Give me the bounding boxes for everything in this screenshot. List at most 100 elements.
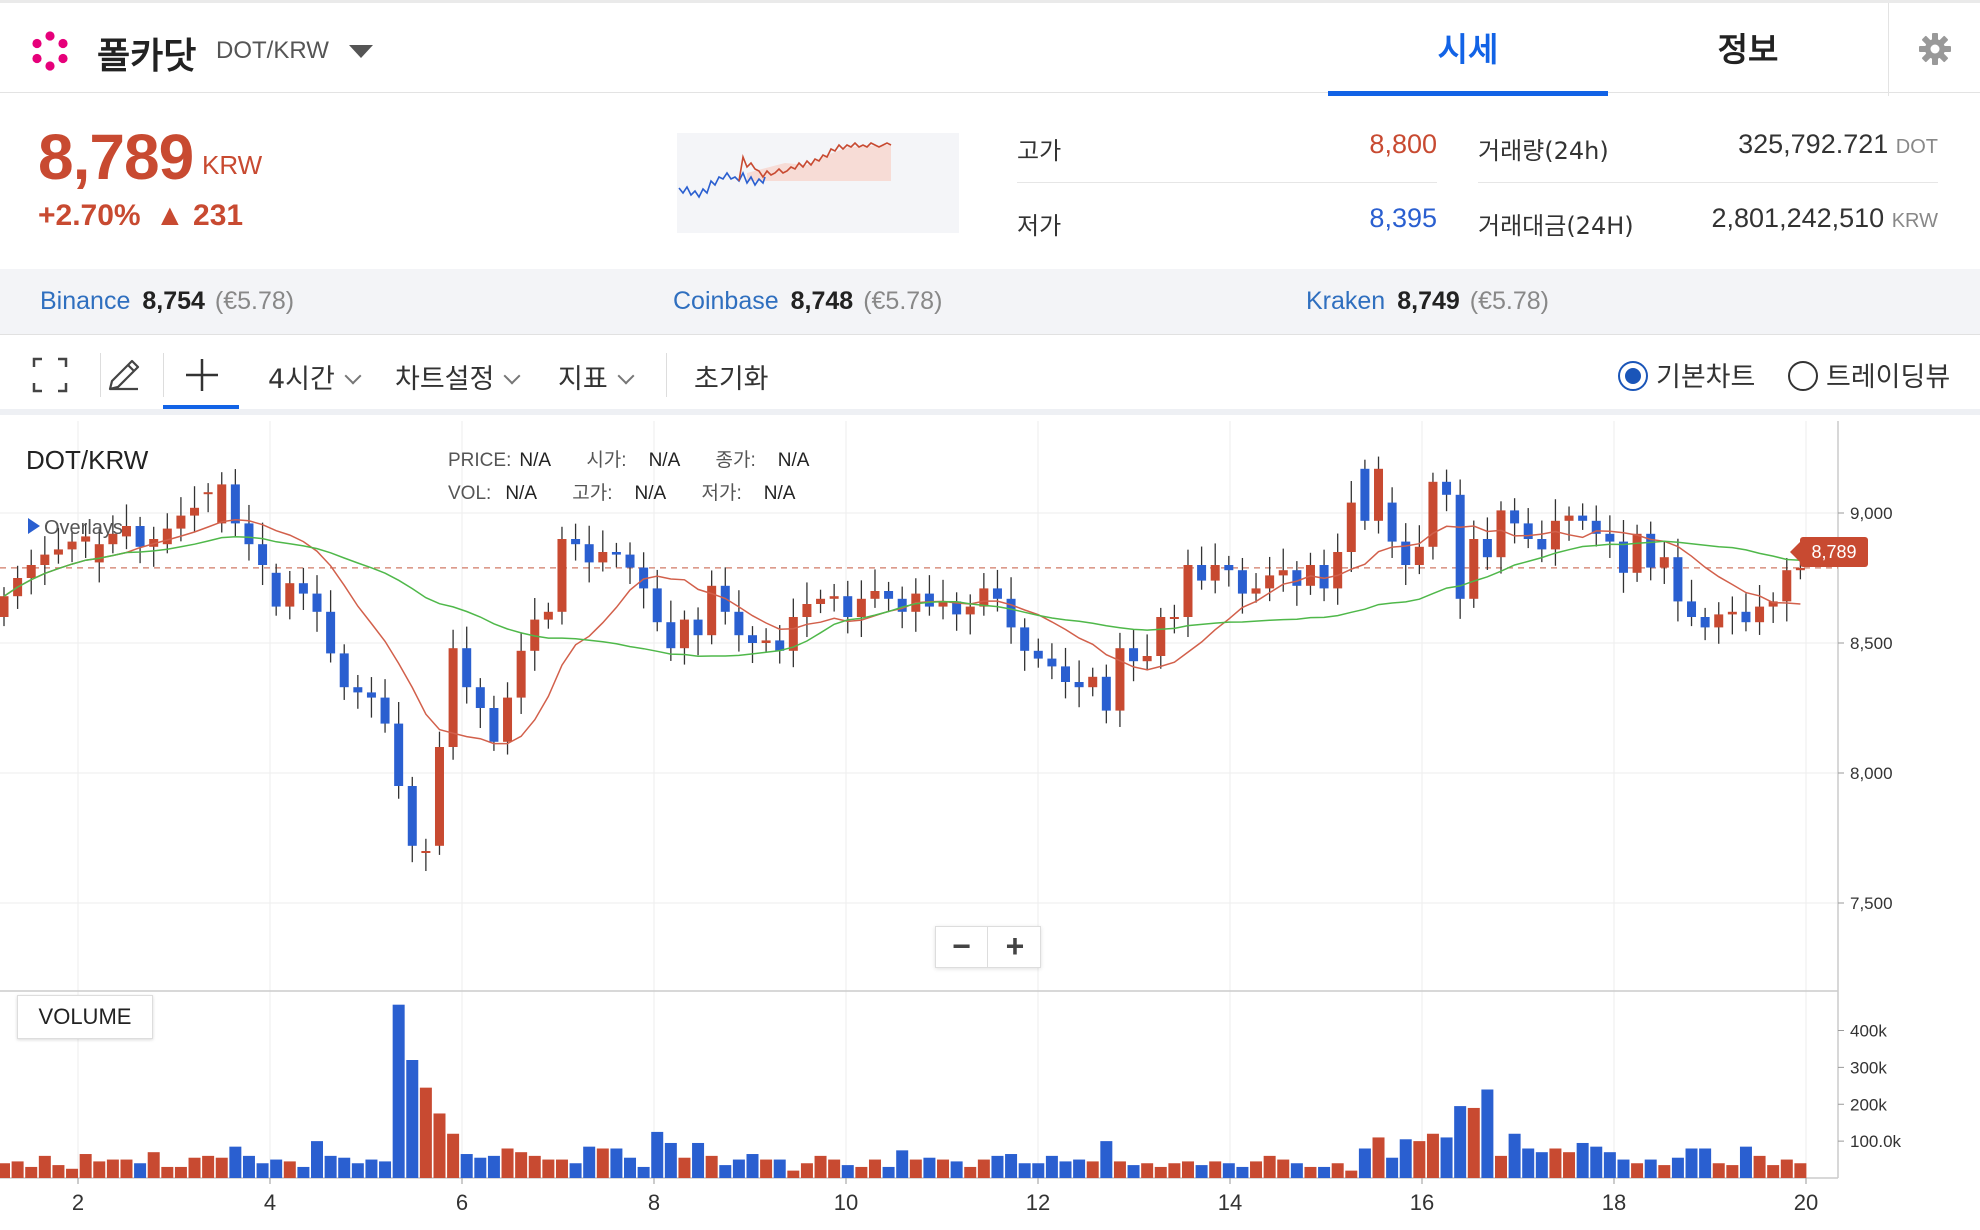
candle-body: [1129, 648, 1139, 662]
candle-body: [448, 648, 458, 747]
volume-bar: [447, 1133, 460, 1178]
volume-bar: [1699, 1148, 1712, 1178]
candle-body: [1115, 648, 1125, 711]
candle-body: [924, 593, 934, 607]
volume-bar: [1290, 1163, 1303, 1178]
candle-body: [775, 640, 785, 651]
tab-info[interactable]: 정보: [1717, 30, 1779, 69]
candle-body: [1455, 494, 1465, 599]
volume-bar: [896, 1150, 909, 1178]
candlestick-chart-svg[interactable]: 9,000 8,500 8,000 7,500 400k 300k 200k 100.0k 2 4…: [0, 421, 1980, 1230]
radio-tradingview[interactable]: 트레이딩뷰: [1788, 355, 1950, 394]
candle-body: [1496, 510, 1506, 558]
exchange-coinbase[interactable]: Coinbase 8,748 (€5.78): [673, 287, 942, 316]
candle-body: [802, 604, 812, 617]
candle-body: [217, 484, 227, 524]
amount-label: 거래대금(24H): [1478, 212, 1634, 240]
volume-bar: [134, 1163, 147, 1178]
vol-tick-label: 100.0k: [1850, 1132, 1902, 1151]
candle-body: [1537, 539, 1547, 550]
legend-open-value: N/A: [648, 450, 681, 471]
x-tick-label: 12: [1026, 1190, 1050, 1215]
exchange-binance[interactable]: Binance 8,754 (€5.78): [40, 287, 294, 316]
interval-dropdown[interactable]: 4시간: [268, 357, 362, 396]
candle-body: [1210, 565, 1220, 581]
volume-bar: [1318, 1166, 1331, 1178]
candle-body: [1632, 533, 1642, 573]
candle-body: [1292, 570, 1302, 586]
reset-button[interactable]: 초기화: [694, 364, 769, 395]
volume-bar: [800, 1163, 813, 1178]
volume-bar: [1685, 1148, 1698, 1178]
exchange-kraken[interactable]: Kraken 8,749 (€5.78): [1306, 287, 1549, 316]
chart-settings-dropdown[interactable]: 차트설정: [395, 357, 521, 396]
volume-bar: [596, 1148, 609, 1178]
radio-basic-chart[interactable]: 기본차트: [1618, 355, 1755, 394]
indicators-label: 지표: [558, 364, 608, 395]
volume-bar: [569, 1163, 582, 1178]
candle-body: [870, 591, 880, 599]
zoom-controls: − +: [935, 926, 1041, 968]
volume-bar: [419, 1087, 432, 1178]
gear-icon: [1919, 33, 1951, 65]
candle-body: [843, 596, 853, 617]
indicators-dropdown[interactable]: 지표: [558, 357, 635, 396]
volume-bar: [1603, 1152, 1616, 1178]
volume-bar: [515, 1152, 528, 1178]
candle-body: [1319, 565, 1329, 589]
volume-bar: [1399, 1139, 1412, 1178]
candle-body: [1591, 520, 1601, 534]
divider: [163, 353, 164, 397]
zoom-out-button[interactable]: −: [936, 927, 988, 967]
change-percent: +2.70%: [38, 199, 141, 232]
chevron-down-icon[interactable]: [346, 41, 376, 61]
volume-bar: [1045, 1155, 1058, 1178]
volume-bar: [1535, 1152, 1548, 1178]
candle-body: [1795, 567, 1805, 571]
candle-body: [0, 596, 9, 617]
crosshair-icon[interactable]: [182, 355, 222, 395]
zoom-in-button[interactable]: +: [1005, 928, 1025, 964]
overlays-toggle[interactable]: Overlays: [28, 517, 123, 540]
candle-body: [190, 507, 200, 516]
tab-price[interactable]: 시세: [1328, 3, 1608, 96]
volume-bar: [1494, 1155, 1507, 1178]
candle-body: [1700, 617, 1710, 628]
volume-bar: [1372, 1137, 1385, 1178]
settings-button[interactable]: [1888, 3, 1980, 96]
divider: [1478, 182, 1938, 183]
candle-body: [1156, 617, 1166, 656]
pencil-icon[interactable]: [104, 355, 144, 395]
volume-bar: [1590, 1146, 1603, 1178]
fullscreen-icon[interactable]: [30, 355, 70, 395]
volume-bar: [1508, 1133, 1521, 1178]
candle-body: [1782, 570, 1792, 602]
candle-body: [1469, 539, 1479, 599]
volume-bar: [746, 1154, 759, 1178]
candle-body: [1374, 468, 1384, 521]
candle-body: [938, 601, 948, 607]
candle-body: [530, 619, 540, 651]
coin-pair: DOT/KRW: [216, 37, 329, 64]
volume-bar: [732, 1159, 745, 1178]
candle-body: [1346, 502, 1356, 552]
volume-bar: [106, 1159, 119, 1178]
exchange-prices: Binance 8,754 (€5.78) Coinbase 8,748 (€5.78)…: [0, 269, 1980, 335]
high-value: 8,800: [1369, 129, 1437, 159]
candle-body: [1687, 601, 1697, 617]
volume-bar: [1563, 1152, 1576, 1178]
volume-bar: [1753, 1155, 1766, 1178]
candle-body: [679, 619, 689, 649]
volume-bar: [202, 1155, 215, 1178]
price-chart[interactable]: 9,000 8,500 8,000 7,500 400k 300k 200k 100.0k 2 4…: [0, 421, 1980, 1230]
candle-body: [1659, 557, 1669, 568]
legend-high-key: 고가:: [572, 483, 613, 504]
candle-body: [516, 650, 526, 698]
amount-unit: KRW: [1891, 210, 1938, 232]
candle-body: [625, 554, 635, 568]
volume-bar: [1671, 1157, 1684, 1178]
header: 폴카닷 DOT/KRW 시세 정보: [0, 0, 1980, 96]
volume-bar: [760, 1159, 773, 1178]
candle-body: [707, 585, 717, 636]
candle-body: [1673, 557, 1683, 602]
